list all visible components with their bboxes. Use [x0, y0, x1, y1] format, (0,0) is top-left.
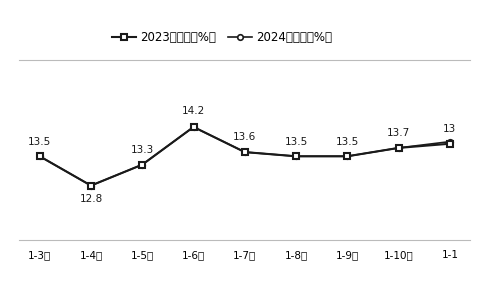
2023年增速（%）: [88, 184, 94, 188]
2024年增速（%）: [139, 163, 145, 166]
Line: 2024年增速（%）: 2024年增速（%）: [37, 124, 453, 188]
2023年增速（%）: [37, 154, 43, 158]
2024年增速（%）: [345, 154, 350, 158]
Text: 13.7: 13.7: [387, 128, 410, 138]
2024年增速（%）: [191, 125, 196, 129]
2023年增速（%）: [191, 125, 196, 129]
Text: 13.3: 13.3: [131, 145, 154, 155]
Legend: 2023年增速（%）, 2024年增速（%）: 2023年增速（%）, 2024年增速（%）: [108, 26, 337, 49]
Text: 13.6: 13.6: [233, 132, 256, 142]
Text: 13.5: 13.5: [336, 136, 359, 147]
2024年增速（%）: [396, 146, 401, 150]
2023年增速（%）: [139, 163, 145, 166]
2023年增速（%）: [396, 146, 401, 150]
Text: 13.5: 13.5: [285, 136, 308, 147]
2023年增速（%）: [293, 154, 299, 158]
Text: 14.2: 14.2: [182, 106, 205, 116]
Line: 2023年增速（%）: 2023年增速（%）: [36, 124, 454, 189]
Text: 13: 13: [443, 124, 456, 134]
2023年增速（%）: [447, 142, 453, 146]
2024年增速（%）: [37, 154, 43, 158]
2023年增速（%）: [345, 154, 350, 158]
2024年增速（%）: [293, 154, 299, 158]
2024年增速（%）: [242, 150, 248, 154]
2023年增速（%）: [242, 150, 248, 154]
2024年增速（%）: [447, 140, 453, 143]
Text: 13.5: 13.5: [28, 136, 51, 147]
Text: 12.8: 12.8: [79, 194, 103, 204]
2024年增速（%）: [88, 184, 94, 188]
